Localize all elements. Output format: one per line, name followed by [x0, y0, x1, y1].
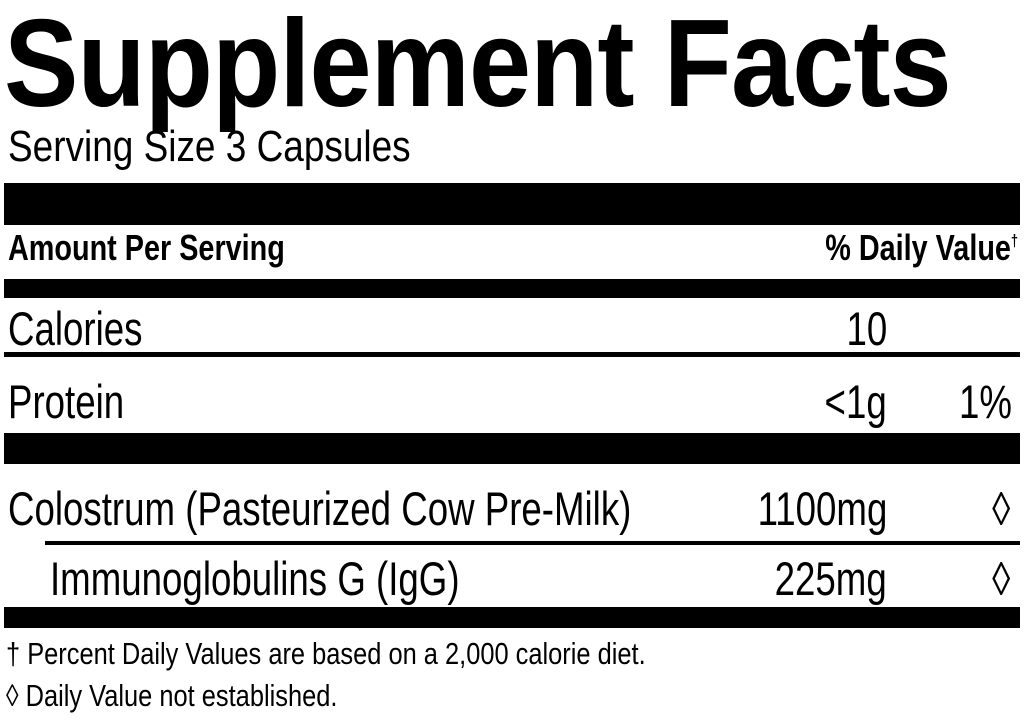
thin-divider	[4, 352, 1020, 357]
thick-divider	[4, 433, 1020, 464]
serving-size: Serving Size 3 Capsules	[8, 122, 411, 171]
label-title: Supplement Facts	[4, 0, 952, 133]
not-established-symbol: ◊	[991, 482, 1010, 535]
amount-per-serving-header: Amount Per Serving	[8, 227, 285, 268]
daily-value-text: % Daily Value	[825, 227, 1011, 268]
nutrient-name: Calories	[8, 302, 143, 355]
daily-value-header: % Daily Value†	[825, 230, 1018, 266]
ingredient-name: Colostrum (Pasteurized Cow Pre-Milk)	[8, 482, 632, 535]
nutrient-name: Protein	[8, 375, 125, 428]
footnote-not-established: ◊ Daily Value not established.	[6, 678, 338, 713]
not-established-symbol: ◊	[991, 552, 1010, 605]
ingredient-name: Immunoglobulins G (IgG)	[50, 552, 460, 605]
nutrient-amount: 10	[846, 302, 887, 355]
nutrient-amount: <1g	[824, 375, 887, 428]
nutrient-daily-value: 1%	[959, 375, 1012, 428]
thick-divider	[4, 183, 1020, 225]
dagger-mark: †	[1010, 232, 1018, 251]
ingredient-amount: 225mg	[774, 552, 887, 605]
thick-divider	[4, 607, 1020, 628]
thin-divider-indented	[45, 541, 1020, 545]
medium-divider	[4, 279, 1020, 298]
ingredient-amount: 1100mg	[757, 482, 887, 535]
footnote-daily-values: † Percent Daily Values are based on a 2,…	[6, 636, 646, 671]
